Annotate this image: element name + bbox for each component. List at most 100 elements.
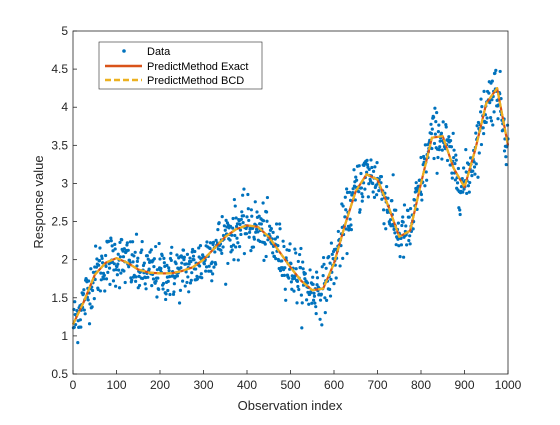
data-point (422, 157, 427, 161)
data-point (450, 171, 454, 175)
data-point (400, 223, 404, 228)
data-point (289, 261, 293, 266)
data-point (213, 250, 217, 254)
data-point (109, 236, 113, 240)
data-point (485, 116, 489, 120)
data-point (371, 181, 375, 186)
x-tick-label: 100 (106, 378, 126, 392)
data-point (161, 287, 165, 291)
data-point (236, 258, 240, 262)
x-tick-label: 700 (367, 378, 387, 392)
data-point (245, 215, 249, 219)
data-point (437, 123, 441, 127)
data-point (288, 242, 292, 246)
data-point (208, 241, 213, 245)
data-point (140, 248, 144, 252)
data-point (330, 252, 334, 256)
data-point (164, 292, 168, 296)
data-point (129, 276, 133, 280)
data-point (348, 217, 352, 221)
data-point (394, 243, 398, 247)
data-point (458, 208, 462, 212)
data-point (362, 163, 366, 168)
data-point (256, 230, 260, 234)
data-point (182, 258, 186, 262)
data-point (141, 263, 146, 268)
data-point (313, 301, 317, 305)
data-point (126, 248, 130, 252)
data-point (181, 248, 186, 252)
data-point (87, 322, 92, 326)
data-point (321, 274, 325, 278)
data-point (212, 265, 216, 269)
data-point (135, 264, 139, 268)
data-point (197, 246, 201, 250)
data-point (447, 135, 451, 139)
data-point (116, 252, 120, 256)
data-point (411, 227, 415, 231)
data-point (470, 174, 474, 178)
data-point (159, 266, 163, 271)
data-point (264, 210, 269, 214)
data-point (98, 246, 102, 250)
data-point (240, 210, 244, 214)
data-point (127, 258, 132, 262)
data-point (380, 197, 384, 201)
data-point (315, 270, 319, 274)
data-point (344, 227, 348, 231)
data-point (130, 240, 135, 244)
data-point (264, 254, 268, 259)
data-point (78, 318, 82, 322)
data-point (231, 216, 235, 221)
data-point (134, 279, 138, 283)
data-point (241, 221, 245, 225)
data-point (494, 68, 498, 72)
data-point (94, 265, 99, 269)
x-tick-label: 500 (280, 378, 300, 392)
data-point (86, 298, 90, 302)
data-point (207, 264, 211, 268)
data-point (100, 261, 105, 265)
data-point (127, 265, 131, 269)
data-point (492, 110, 496, 114)
data-point (194, 267, 198, 271)
data-point (162, 256, 166, 260)
y-tick-label: 1.5 (51, 291, 68, 305)
data-point (246, 207, 250, 211)
data-point (343, 215, 347, 219)
data-point (473, 172, 477, 176)
data-point (185, 252, 190, 256)
data-point (436, 130, 440, 134)
data-point (171, 292, 176, 296)
data-point (379, 175, 384, 179)
y-tick-label: 4 (61, 100, 68, 114)
data-point (471, 169, 475, 173)
data-point (293, 247, 297, 251)
data-point (401, 220, 405, 224)
data-point (111, 279, 116, 283)
data-point (137, 283, 142, 288)
data-point (238, 222, 242, 226)
data-point (496, 117, 500, 121)
data-point (357, 164, 361, 168)
data-point (458, 212, 462, 217)
data-point (328, 287, 332, 291)
data-point (155, 295, 159, 299)
data-point (323, 310, 327, 315)
data-point (425, 178, 429, 182)
data-point (435, 171, 439, 175)
data-point (294, 267, 298, 271)
data-point (360, 199, 364, 203)
data-point (294, 251, 298, 255)
data-point (181, 279, 185, 283)
data-point (261, 201, 265, 205)
data-point (114, 284, 118, 288)
y-tick-label: 3.5 (51, 138, 68, 152)
data-point (88, 302, 92, 306)
data-point (290, 287, 294, 291)
data-point (211, 240, 216, 244)
data-point (292, 276, 297, 281)
data-point (341, 204, 345, 208)
data-point (455, 181, 460, 185)
